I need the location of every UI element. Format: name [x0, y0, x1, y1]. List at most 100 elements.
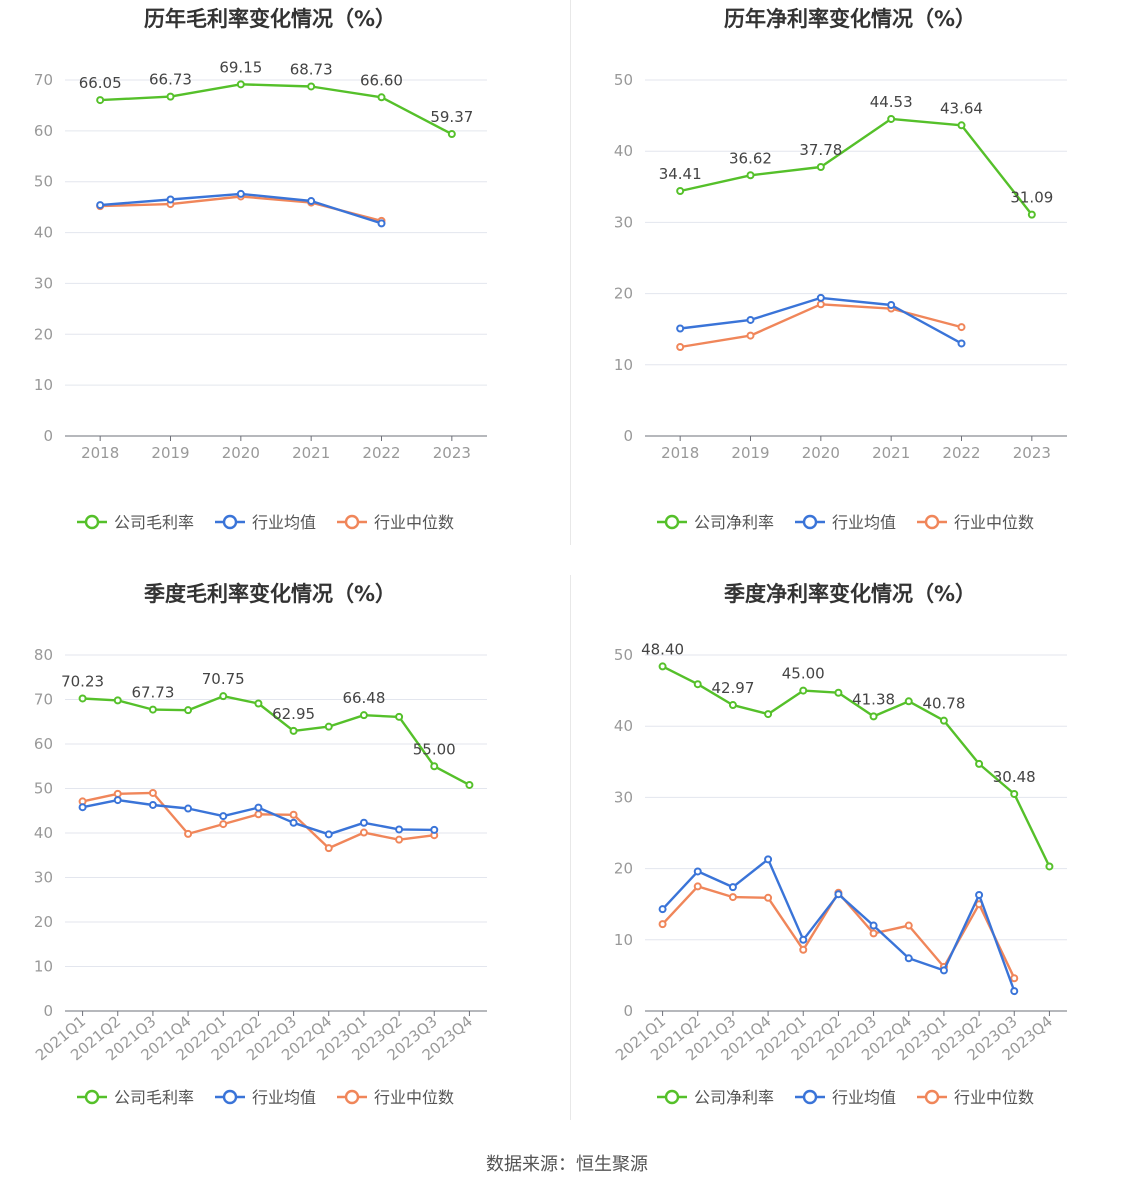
data-label: 45.00 — [782, 665, 825, 683]
series-company: 66.05 66.73 69.15 68.73 66.60 59.37 — [79, 58, 473, 139]
x-tick-label: 2023 — [1013, 444, 1051, 462]
data-point-company — [1010, 789, 1019, 798]
data-point-company — [359, 711, 368, 720]
data-point-company — [957, 121, 966, 130]
y-tick-label: 0 — [43, 1002, 53, 1020]
chart-title: 历年毛利率变化情况（%） — [144, 7, 396, 31]
data-point-company — [78, 694, 87, 703]
legend-marker — [924, 514, 940, 530]
data-point-company — [975, 759, 984, 768]
legend-label: 公司毛利率 — [114, 513, 194, 532]
data-point-median — [957, 323, 966, 332]
data-point-avg — [430, 825, 439, 834]
data-point-median — [113, 789, 122, 798]
y-tick-label: 50 — [614, 646, 633, 664]
legend-marker — [664, 1089, 680, 1105]
data-point-median — [148, 788, 157, 797]
data-point-median — [904, 921, 913, 930]
data-point-avg — [957, 339, 966, 348]
x-tick-label: 2020 — [802, 444, 840, 462]
legend-label: 公司毛利率 — [114, 1088, 194, 1107]
legend-label: 行业中位数 — [374, 513, 454, 532]
legend-label: 行业中位数 — [954, 1088, 1034, 1107]
y-tick-label: 0 — [43, 427, 53, 445]
data-label: 66.05 — [79, 74, 122, 92]
data-point-avg — [816, 293, 825, 302]
data-point-avg — [148, 800, 157, 809]
data-label: 30.48 — [993, 768, 1036, 786]
legend-label: 公司净利率 — [694, 513, 774, 532]
data-label: 42.97 — [711, 679, 754, 697]
data-point-company — [746, 171, 755, 180]
legend-item-avg: 行业均值 — [215, 513, 316, 532]
series-line-median — [680, 303, 962, 349]
data-point-company — [904, 697, 913, 706]
legend-item-median: 行业中位数 — [917, 1088, 1034, 1107]
data-point-company — [395, 712, 404, 721]
data-label: 66.73 — [149, 71, 192, 89]
data-label: 55.00 — [413, 740, 456, 758]
legend-item-company: 公司净利率 — [657, 1088, 774, 1107]
data-point-company — [96, 96, 105, 105]
data-point-company — [939, 716, 948, 725]
legend-item-avg: 行业均值 — [215, 1088, 316, 1107]
y-tick-label: 10 — [614, 356, 633, 374]
data-point-median — [254, 810, 263, 819]
chart-quarterly-net-margin-svg: 季度净利率变化情况（%）010203040502021Q12021Q22021Q… — [612, 582, 1067, 1107]
data-point-median — [676, 343, 685, 351]
y-tick-label: 30 — [614, 788, 633, 806]
series-line-median — [82, 791, 435, 850]
y-tick-label: 30 — [34, 274, 53, 292]
series-avg — [658, 855, 1019, 996]
data-point-company — [307, 82, 316, 91]
data-point-avg — [78, 803, 87, 812]
data-point-median — [1010, 974, 1019, 983]
data-point-company — [816, 163, 825, 172]
data-point-company — [676, 187, 685, 196]
vertical-divider-bottom — [570, 575, 571, 1120]
data-point-company — [465, 780, 474, 789]
data-point-company — [834, 688, 843, 697]
legend-marker — [344, 1089, 360, 1105]
x-tick-label: 2022 — [362, 444, 400, 462]
data-label: 59.37 — [430, 108, 473, 126]
data-point-company — [377, 93, 386, 102]
data-point-avg — [359, 818, 368, 827]
data-point-company — [219, 692, 228, 701]
x-tick-label: 2019 — [731, 444, 769, 462]
data-point-company — [1027, 210, 1036, 219]
data-point-avg — [887, 300, 896, 309]
chart-quarterly-gross-margin-svg: 季度毛利率变化情况（%）010203040506070802021Q12021Q… — [32, 582, 487, 1107]
legend-marker — [924, 1089, 940, 1105]
data-point-company — [447, 130, 456, 139]
series-company: 34.41 36.62 37.78 44.53 43.64 31.09 — [659, 93, 1053, 219]
data-point-median — [184, 829, 193, 838]
data-point-company — [184, 706, 193, 715]
x-tick-label: 2019 — [151, 444, 189, 462]
legend-item-company: 公司毛利率 — [77, 1088, 194, 1107]
data-point-company — [166, 92, 175, 101]
chart-title: 季度毛利率变化情况（%） — [144, 582, 396, 606]
data-point-median — [324, 844, 333, 853]
legend-item-median: 行业中位数 — [337, 1088, 454, 1107]
legend-label: 行业均值 — [832, 513, 896, 532]
y-tick-label: 30 — [34, 869, 53, 887]
data-point-avg — [869, 921, 878, 930]
y-tick-label: 20 — [614, 285, 633, 303]
data-point-median — [764, 893, 773, 902]
series-line-company — [679, 117, 1033, 216]
data-label: 44.53 — [870, 93, 913, 111]
data-point-company — [289, 726, 298, 735]
data-point-median — [746, 331, 755, 340]
y-tick-label: 50 — [34, 780, 53, 798]
y-tick-label: 60 — [34, 735, 53, 753]
y-tick-label: 40 — [34, 224, 53, 242]
legend-item-avg: 行业均值 — [795, 513, 896, 532]
series-line-avg — [661, 858, 1016, 992]
chart-annual-gross-margin-svg: 历年毛利率变化情况（%） 0 10 20 30 40 50 60 70 2018 2019 2020 2… — [34, 7, 487, 532]
legend-label: 行业中位数 — [374, 1088, 454, 1107]
data-point-company — [254, 699, 263, 708]
data-label: 41.38 — [852, 690, 895, 708]
y-tick-label: 10 — [614, 931, 633, 949]
data-point-median — [816, 300, 825, 309]
